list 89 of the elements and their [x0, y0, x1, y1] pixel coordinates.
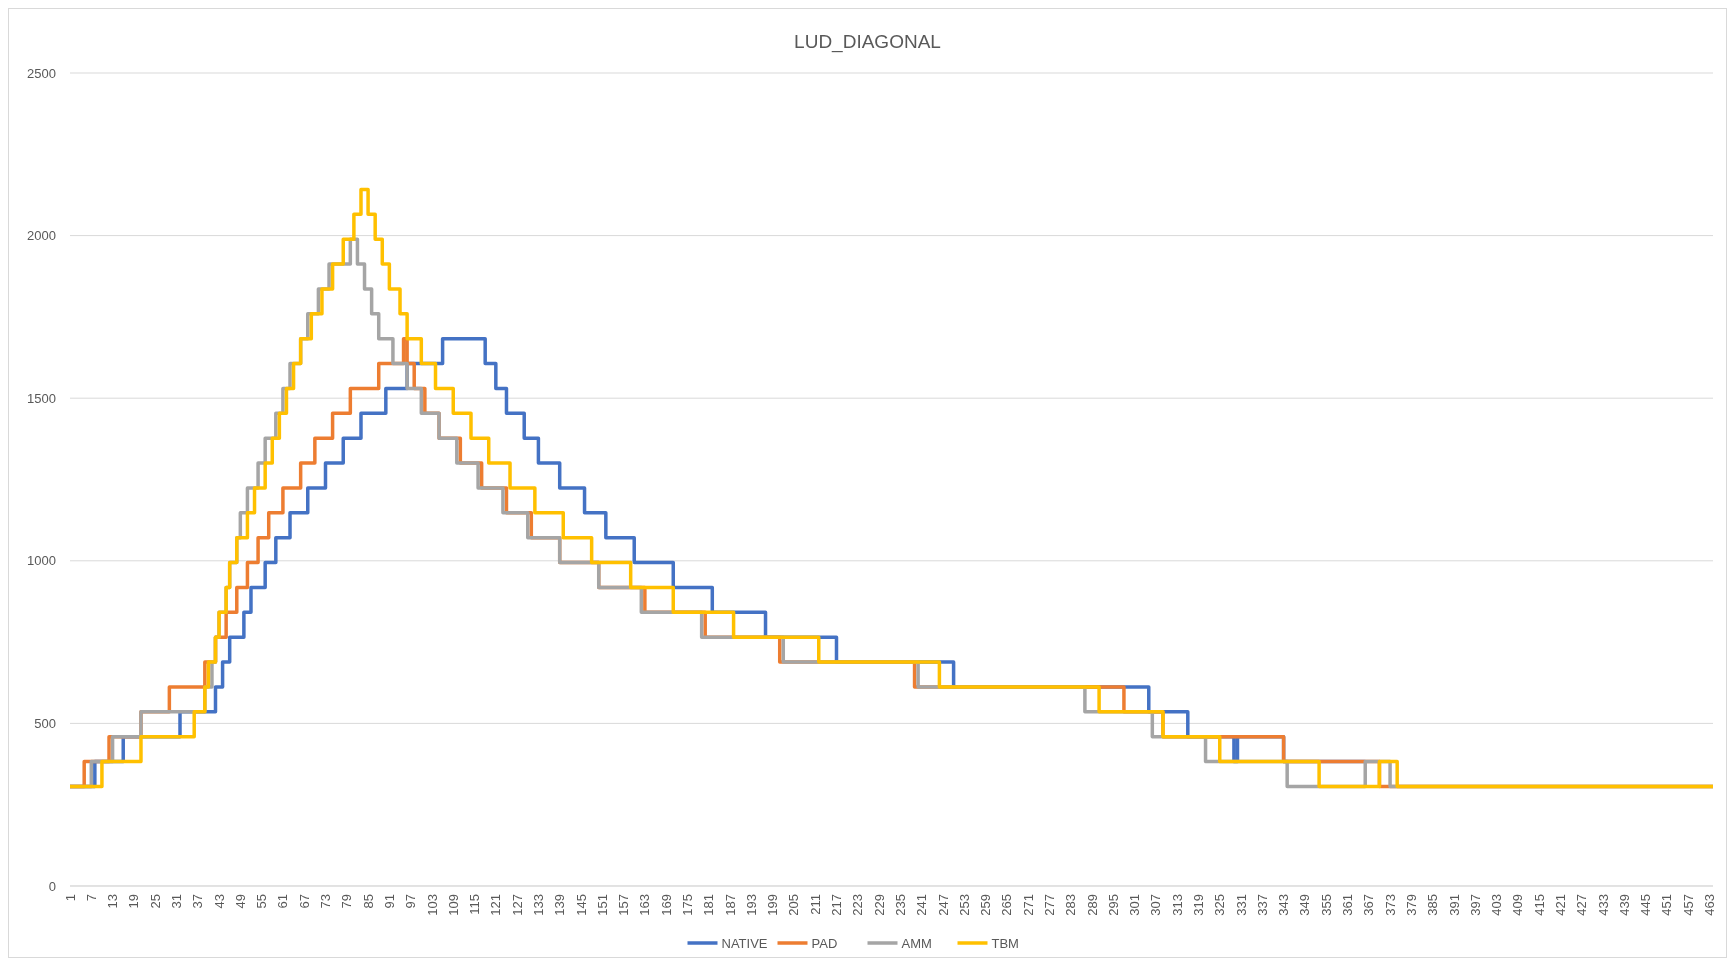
- x-tick-label: 217: [829, 894, 845, 916]
- x-tick-label: 277: [1041, 894, 1057, 916]
- x-tick-label: 37: [190, 894, 206, 909]
- x-tick-label: 367: [1361, 894, 1377, 916]
- x-tick-label: 445: [1638, 894, 1654, 916]
- chart-title: LUD_DIAGONAL: [794, 31, 941, 53]
- x-tick-label: 409: [1510, 894, 1526, 916]
- x-tick-label: 301: [1127, 894, 1143, 916]
- x-tick-label: 349: [1297, 894, 1313, 916]
- x-tick-label: 181: [701, 894, 717, 916]
- x-tick-label: 259: [978, 894, 994, 916]
- x-tick-label: 49: [232, 894, 248, 909]
- x-tick-label: 1: [62, 894, 78, 902]
- x-tick-label: 271: [1020, 894, 1036, 916]
- x-tick-label: 331: [1233, 894, 1249, 916]
- x-tick-label: 163: [637, 894, 653, 916]
- x-tick-label: 91: [381, 894, 397, 909]
- x-tick-label: 325: [1212, 894, 1228, 916]
- x-tick-label: 97: [403, 894, 419, 909]
- y-tick-label: 500: [34, 715, 56, 731]
- x-tick-label: 133: [530, 894, 546, 916]
- x-tick-label: 361: [1340, 894, 1356, 916]
- x-tick-label: 247: [935, 894, 951, 916]
- x-tick-label: 457: [1680, 894, 1696, 916]
- x-tick-label: 73: [318, 894, 334, 909]
- y-tick-label: 1000: [27, 553, 56, 569]
- x-tick-label: 385: [1425, 894, 1441, 916]
- x-tick-label: 337: [1254, 894, 1270, 916]
- legend-label: PAD: [811, 936, 838, 951]
- x-tick-label: 157: [616, 894, 632, 916]
- y-tick-label: 0: [48, 878, 56, 894]
- y-tick-label: 2500: [27, 65, 56, 81]
- x-tick-label: 61: [275, 894, 291, 909]
- x-tick-label: 343: [1276, 894, 1292, 916]
- x-tick-label: 103: [424, 894, 440, 916]
- x-tick-label: 193: [743, 894, 759, 916]
- x-tick-label: 463: [1702, 894, 1717, 916]
- x-tick-label: 151: [594, 894, 610, 916]
- y-tick-label: 1500: [27, 390, 56, 406]
- legend-label: NATIVE: [721, 936, 768, 951]
- x-tick-label: 373: [1382, 894, 1398, 916]
- x-tick-label: 43: [211, 894, 227, 909]
- x-tick-label: 175: [680, 894, 696, 916]
- x-tick-label: 109: [445, 894, 461, 916]
- x-tick-label: 391: [1446, 894, 1462, 916]
- x-tick-label: 265: [999, 894, 1015, 916]
- x-tick-label: 235: [892, 894, 908, 916]
- x-tick-label: 55: [254, 894, 270, 909]
- x-tick-label: 295: [1105, 894, 1121, 916]
- x-tick-label: 253: [956, 894, 972, 916]
- x-tick-label: 121: [488, 894, 504, 916]
- x-tick-label: 145: [573, 894, 589, 916]
- x-tick-label: 379: [1403, 894, 1419, 916]
- x-tick-label: 415: [1531, 894, 1547, 916]
- x-tick-label: 241: [914, 894, 930, 916]
- x-tick-label: 433: [1595, 894, 1611, 916]
- x-tick-label: 25: [147, 894, 163, 909]
- x-tick-label: 427: [1574, 894, 1590, 916]
- x-tick-label: 319: [1191, 894, 1206, 916]
- x-tick-label: 19: [126, 894, 142, 909]
- x-tick-label: 31: [169, 894, 185, 909]
- x-tick-label: 355: [1318, 894, 1334, 916]
- x-tick-label: 421: [1552, 894, 1568, 916]
- x-tick-label: 439: [1616, 894, 1632, 916]
- x-tick-label: 67: [296, 894, 312, 909]
- x-tick-label: 313: [1169, 894, 1185, 916]
- x-tick-label: 139: [552, 894, 568, 916]
- x-tick-label: 397: [1467, 894, 1483, 916]
- legend-label: AMM: [901, 936, 932, 951]
- x-tick-label: 199: [765, 894, 781, 916]
- x-tick-label: 115: [467, 894, 483, 915]
- x-tick-label: 7: [83, 894, 99, 902]
- x-tick-label: 403: [1489, 894, 1505, 916]
- legend-label: TBM: [991, 936, 1019, 951]
- x-tick-label: 187: [722, 894, 738, 916]
- x-tick-label: 211: [807, 894, 823, 915]
- x-tick-label: 127: [509, 894, 525, 916]
- x-tick-label: 283: [1063, 894, 1079, 916]
- x-tick-label: 289: [1084, 894, 1100, 916]
- x-tick-label: 307: [1148, 894, 1164, 916]
- x-tick-label: 79: [339, 894, 355, 909]
- x-tick-label: 13: [105, 894, 121, 909]
- x-tick-label: 229: [871, 894, 887, 916]
- y-tick-label: 2000: [27, 228, 56, 244]
- x-tick-label: 169: [658, 894, 674, 916]
- x-tick-label: 223: [850, 894, 866, 916]
- x-tick-label: 85: [360, 894, 376, 909]
- x-tick-label: 205: [786, 894, 802, 916]
- x-tick-label: 451: [1659, 894, 1675, 916]
